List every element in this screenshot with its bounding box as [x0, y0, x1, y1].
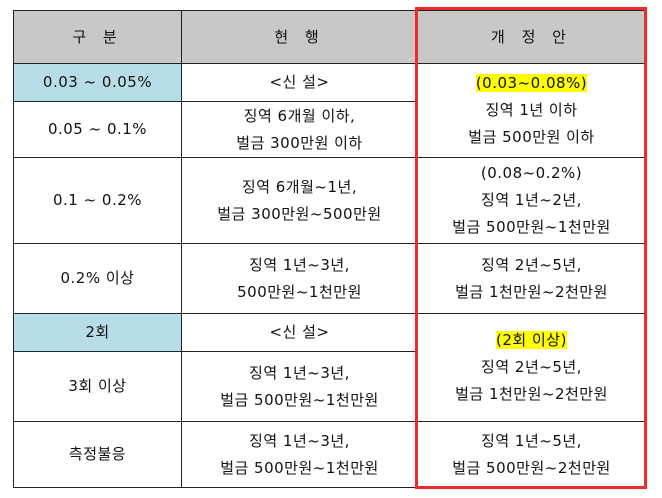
- current-cell: <신 설>: [181, 63, 418, 102]
- table-row: 0.1 ~ 0.2% 징역 6개월~1년, 벌금 300만원~500만원 (0.…: [13, 157, 646, 244]
- header-current: 현 행: [181, 10, 418, 64]
- category-cell: 2회: [13, 313, 182, 352]
- current-text: 징역 1년~3년,: [249, 363, 350, 382]
- category-cell: 0.1 ~ 0.2%: [13, 157, 182, 244]
- revision-cell: (2회 이상) 징역 2년~5년, 벌금 1천만원~2천만원: [417, 313, 646, 422]
- current-cell: 징역 1년~3년, 벌금 500만원~1천만원: [181, 351, 418, 422]
- revision-text: 징역 1년~5년,: [481, 431, 582, 450]
- table-row: 3회 이상 징역 1년~3년, 벌금 500만원~1천만원: [13, 351, 646, 422]
- revision-highlight: (0.03~0.08%): [475, 74, 588, 92]
- header-category: 구 분: [13, 10, 182, 64]
- current-text: 징역 6개월~1년,: [241, 177, 358, 196]
- current-cell: 징역 6개월 이하, 벌금 300만원 이하: [181, 101, 418, 158]
- table-row: 0.03 ~ 0.05% <신 설> (0.03~0.08%) 징역 1년 이하…: [13, 63, 646, 158]
- current-text: 벌금 300만원 이하: [236, 133, 363, 152]
- current-cell: 징역 1년~3년, 벌금 500만원~1천만원: [181, 421, 418, 488]
- revision-text: (0.08~0.2%): [480, 164, 583, 182]
- current-text: <신 설>: [269, 73, 330, 91]
- revision-text: 징역 1년 이하: [485, 101, 578, 119]
- current-text: 벌금 500만원~1천만원: [220, 458, 379, 477]
- category-cell: 0.05 ~ 0.1%: [13, 101, 182, 158]
- revision-highlight: (2회 이상): [496, 331, 567, 349]
- revision-text: 벌금 500만원~2천만원: [452, 458, 611, 477]
- current-cell: 징역 1년~3년, 500만원~1천만원: [181, 243, 418, 314]
- revision-cell: (0.03~0.08%) 징역 1년 이하 벌금 500만원 이하: [417, 63, 646, 158]
- current-text: <신 설>: [269, 323, 330, 341]
- category-cell: 0.2% 이상: [13, 243, 182, 314]
- revision-text: 징역 1년~2년,: [481, 191, 582, 209]
- revision-text: 징역 2년~5년,: [481, 358, 582, 376]
- penalty-comparison-table: 구 분 현 행 개 정 안 0.03 ~ 0.05% <신 설> (0.03~0…: [13, 10, 646, 488]
- category-cell: 0.03 ~ 0.05%: [13, 63, 182, 102]
- current-cell: 징역 6개월~1년, 벌금 300만원~500만원: [181, 157, 418, 244]
- revision-cell: 징역 1년~5년, 벌금 500만원~2천만원: [417, 421, 646, 488]
- revision-text: 징역 2년~5년,: [481, 255, 582, 274]
- revision-text: 벌금 1천만원~2천만원: [455, 385, 608, 403]
- category-cell: 측정불응: [13, 421, 182, 488]
- revision-cell: (0.08~0.2%) 징역 1년~2년, 벌금 500만원~1천만원: [417, 157, 646, 244]
- header-revision: 개 정 안: [417, 10, 646, 64]
- current-cell: <신 설>: [181, 313, 418, 352]
- current-text: 징역 6개월 이하,: [243, 106, 356, 125]
- table-row: 0.2% 이상 징역 1년~3년, 500만원~1천만원 징역 2년~5년, 벌…: [13, 243, 646, 314]
- revision-text: 벌금 500만원~1천만원: [452, 218, 611, 236]
- revision-text: 벌금 1천만원~2천만원: [455, 282, 608, 301]
- table-header-row: 구 분 현 행 개 정 안: [13, 10, 646, 64]
- revision-text: 벌금 500만원 이하: [468, 128, 595, 146]
- current-text: 징역 1년~3년,: [249, 431, 350, 450]
- category-cell: 3회 이상: [13, 351, 182, 422]
- table-row: 0.05 ~ 0.1% 징역 6개월 이하, 벌금 300만원 이하: [13, 101, 646, 158]
- current-text: 징역 1년~3년,: [249, 255, 350, 274]
- current-text: 500만원~1천만원: [237, 282, 362, 301]
- current-text: 벌금 500만원~1천만원: [220, 390, 379, 409]
- current-text: 벌금 300만원~500만원: [217, 204, 382, 223]
- table-row: 2회 <신 설> (2회 이상) 징역 2년~5년, 벌금 1천만원~2천만원: [13, 313, 646, 422]
- table-row: 측정불응 징역 1년~3년, 벌금 500만원~1천만원 징역 1년~5년, 벌…: [13, 421, 646, 488]
- revision-cell: 징역 2년~5년, 벌금 1천만원~2천만원: [417, 243, 646, 314]
